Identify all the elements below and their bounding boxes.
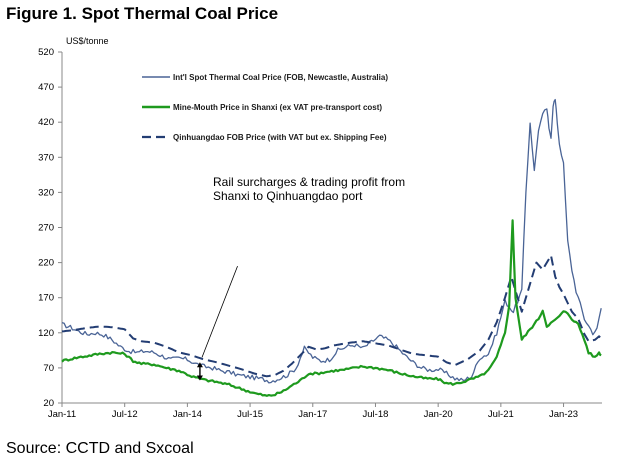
x-tick-label: Jan-14 xyxy=(173,409,202,420)
y-tick-label: 70 xyxy=(43,363,54,374)
annotation-text-line: Rail surcharges & trading profit from xyxy=(213,175,405,189)
annotation: Rail surcharges & trading profit fromSha… xyxy=(196,175,405,381)
annotation-text-line: Shanxi to Qinhuangdao port xyxy=(213,189,363,203)
y-tick-label: 270 xyxy=(38,223,54,234)
y-tick-label: 520 xyxy=(38,47,54,58)
coal-price-chart: US$/tonne 20 70 120 170 220 270 320 370 420 470 520… xyxy=(38,36,602,420)
y-tick-label: 170 xyxy=(38,293,54,304)
x-tick-label: Jul-18 xyxy=(363,409,389,420)
y-tick-label: 320 xyxy=(38,187,54,198)
x-tick-label: Jan-17 xyxy=(298,409,327,420)
figure-title: Figure 1. Spot Thermal Coal Price xyxy=(6,4,279,23)
annotation-arrowhead-down xyxy=(196,375,203,381)
axes: US$/tonne 20 70 120 170 220 270 320 370 420 470 520… xyxy=(38,36,602,420)
legend-label-1: Int'l Spot Thermal Coal Price (FOB, Newc… xyxy=(173,73,388,82)
y-axis-label: US$/tonne xyxy=(66,36,109,46)
x-tick-label: Jul-21 xyxy=(488,409,514,420)
series-lines xyxy=(61,98,602,397)
y-tick-label: 420 xyxy=(38,117,54,128)
annotation-arrowhead-up xyxy=(196,362,203,368)
legend-label-3: Qinhuangdao FOB Price (with VAT but ex. … xyxy=(173,133,387,142)
y-tick-label: 370 xyxy=(38,152,54,163)
series-line-2 xyxy=(61,219,602,397)
y-tick-label: 470 xyxy=(38,82,54,93)
x-tick-label: Jul-15 xyxy=(237,409,263,420)
series-line-3 xyxy=(61,254,602,378)
x-tick-label: Jul-12 xyxy=(112,409,138,420)
legend: Int'l Spot Thermal Coal Price (FOB, Newc… xyxy=(142,73,388,142)
x-tick-label: Jan-11 xyxy=(48,409,76,420)
x-tick-label: Jan-23 xyxy=(549,409,578,420)
annotation-pointer-line xyxy=(201,265,238,358)
source-note: Source: CCTD and Sxcoal xyxy=(6,440,194,457)
x-tick-label: Jan-20 xyxy=(424,409,453,420)
y-tick-label: 20 xyxy=(43,398,54,409)
y-tick-label: 220 xyxy=(38,258,54,269)
series-line-1 xyxy=(61,98,602,384)
legend-label-2: Mine-Mouth Price in Shanxi (ex VAT pre-t… xyxy=(173,103,382,112)
y-tick-label: 120 xyxy=(38,328,54,339)
